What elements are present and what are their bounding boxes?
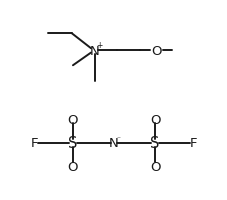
Text: N: N [89,45,99,58]
Text: ⁻: ⁻ [116,134,120,143]
Text: F: F [30,137,38,150]
Text: S: S [68,136,77,151]
Text: +: + [96,41,102,50]
Text: O: O [149,113,160,126]
Text: O: O [67,160,78,173]
Text: S: S [150,136,159,151]
Text: O: O [67,113,78,126]
Text: N: N [109,137,118,150]
Text: O: O [150,45,161,58]
Text: O: O [149,160,160,173]
Text: F: F [189,137,197,150]
